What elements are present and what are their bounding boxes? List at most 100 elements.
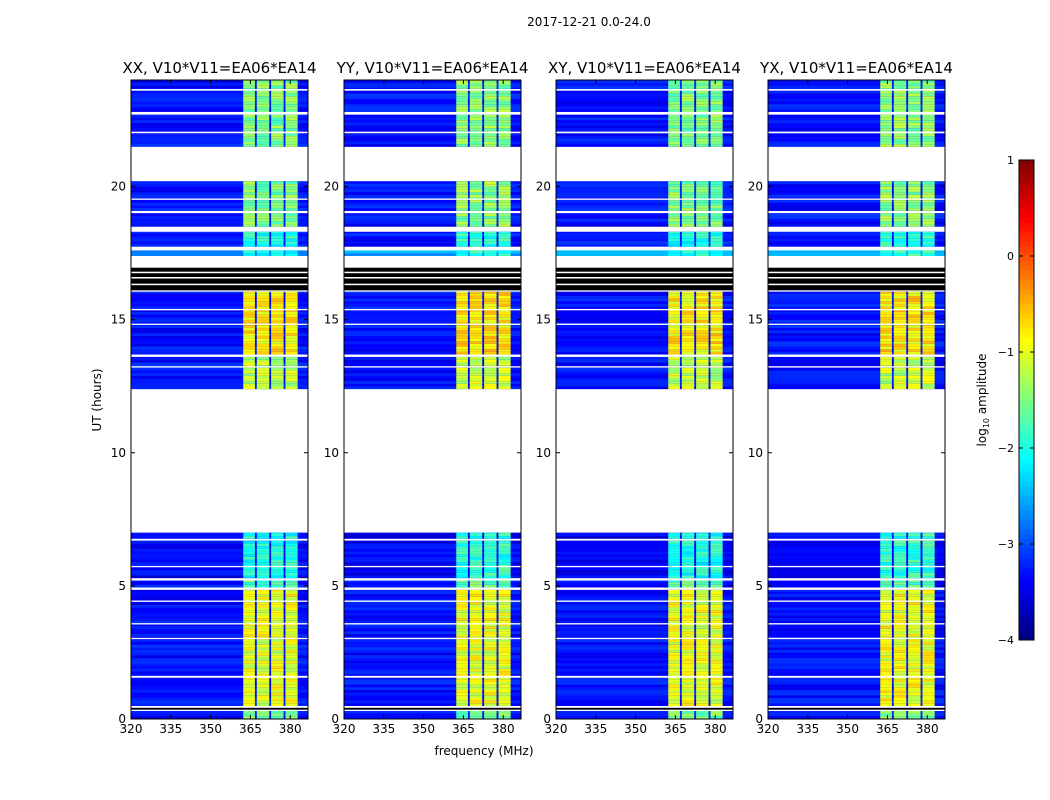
heatmap-cell xyxy=(285,569,298,573)
heatmap-cell xyxy=(908,641,921,645)
heatmap-row xyxy=(131,548,308,552)
heatmap-cell xyxy=(681,85,695,89)
heatmap-row xyxy=(556,713,733,717)
y-tick-label: 0 xyxy=(543,712,551,726)
heatmap-cell xyxy=(285,356,298,360)
heatmap-cell xyxy=(271,205,284,209)
heatmap-row xyxy=(768,620,945,624)
heatmap-cell xyxy=(271,194,284,198)
heatmap-cell xyxy=(484,215,497,219)
heatmap-cell xyxy=(243,343,255,347)
heatmap-cell xyxy=(256,676,270,680)
heatmap-cell xyxy=(285,593,298,597)
heatmap-cell xyxy=(243,687,255,691)
heatmap-cell xyxy=(696,343,709,347)
heatmap-cell xyxy=(710,673,723,677)
heatmap-cell xyxy=(498,628,511,632)
heatmap-cell xyxy=(498,221,511,225)
heatmap-row xyxy=(131,80,308,83)
heatmap-cell xyxy=(710,109,723,113)
heatmap-row xyxy=(768,114,945,118)
heatmap-cell xyxy=(484,303,497,307)
heatmap-cell xyxy=(696,125,709,129)
heatmap-row xyxy=(131,551,308,555)
heatmap-row xyxy=(556,545,733,549)
heatmap-cell xyxy=(484,135,497,139)
heatmap-cell xyxy=(908,95,921,99)
heatmap-cell xyxy=(880,543,892,547)
heatmap-cell xyxy=(880,101,892,105)
heatmap-cell xyxy=(271,293,284,296)
heatmap-row xyxy=(556,202,733,206)
heatmap-cell xyxy=(880,575,892,579)
heatmap-cell xyxy=(484,80,497,83)
heatmap-row xyxy=(768,93,945,97)
heatmap-cell xyxy=(243,340,255,344)
heatmap-cell xyxy=(710,314,723,318)
heatmap-cell xyxy=(893,628,907,632)
heatmap-cell xyxy=(710,127,723,131)
heatmap-row xyxy=(344,300,521,304)
heatmap-cell xyxy=(696,330,709,334)
heatmap-cell xyxy=(498,332,511,336)
heatmap-cell xyxy=(908,90,921,94)
heatmap-cell xyxy=(681,114,695,118)
heatmap-cell xyxy=(668,601,680,605)
heatmap-cell xyxy=(456,308,468,312)
heatmap-cell xyxy=(668,233,680,237)
heatmap-cell xyxy=(271,199,284,203)
blank-line xyxy=(344,111,521,115)
heatmap-cell xyxy=(285,665,298,669)
heatmap-cell xyxy=(456,370,468,374)
heatmap-cell xyxy=(498,620,511,624)
heatmap-cell xyxy=(908,561,921,565)
heatmap-cell xyxy=(256,300,270,304)
flagged-row xyxy=(344,267,521,291)
heatmap-cell xyxy=(243,114,255,118)
heatmap-cell xyxy=(668,533,680,537)
heatmap-cell xyxy=(681,713,695,717)
heatmap-cell xyxy=(484,697,497,701)
heatmap-cell xyxy=(498,612,511,616)
panel-title: YY, V10*V11=EA06*EA14 xyxy=(336,59,529,77)
colorbar-segment xyxy=(1019,529,1034,535)
heatmap-cell xyxy=(456,367,468,371)
heatmap-cell xyxy=(922,652,935,656)
heatmap-cell xyxy=(880,604,892,608)
colorbar-segment xyxy=(1019,203,1034,209)
heatmap-cell xyxy=(285,540,298,544)
heatmap-cell xyxy=(285,327,298,331)
heatmap-cell xyxy=(893,133,907,137)
heatmap-cell xyxy=(668,609,680,613)
heatmap-cell xyxy=(696,238,709,242)
heatmap-cell xyxy=(922,596,935,600)
heatmap-row xyxy=(344,356,521,360)
heatmap-cell xyxy=(469,684,483,688)
heatmap-cell xyxy=(710,356,723,360)
heatmap-cell xyxy=(456,314,468,318)
heatmap-cell xyxy=(681,380,695,384)
heatmap-cell xyxy=(469,253,483,257)
heatmap-cell xyxy=(256,540,270,544)
heatmap-cell xyxy=(710,106,723,110)
heatmap-row xyxy=(344,575,521,579)
heatmap-cell xyxy=(285,692,298,696)
heatmap-cell xyxy=(880,125,892,129)
blank-line xyxy=(344,366,521,368)
heatmap-row xyxy=(556,90,733,94)
heatmap-cell xyxy=(271,660,284,664)
heatmap-cell xyxy=(908,218,921,222)
heatmap-cell xyxy=(668,641,680,645)
heatmap-cell xyxy=(908,713,921,717)
heatmap-cell xyxy=(668,535,680,539)
heatmap-cell xyxy=(256,695,270,698)
heatmap-cell xyxy=(908,213,921,217)
heatmap-cell xyxy=(256,205,270,209)
heatmap-cell xyxy=(681,298,695,302)
heatmap-cell xyxy=(285,617,298,621)
heatmap-cell xyxy=(285,548,298,552)
heatmap-cell xyxy=(243,359,255,363)
heatmap-cell xyxy=(484,114,497,118)
heatmap-cell xyxy=(256,191,270,195)
heatmap-cell xyxy=(908,617,921,621)
